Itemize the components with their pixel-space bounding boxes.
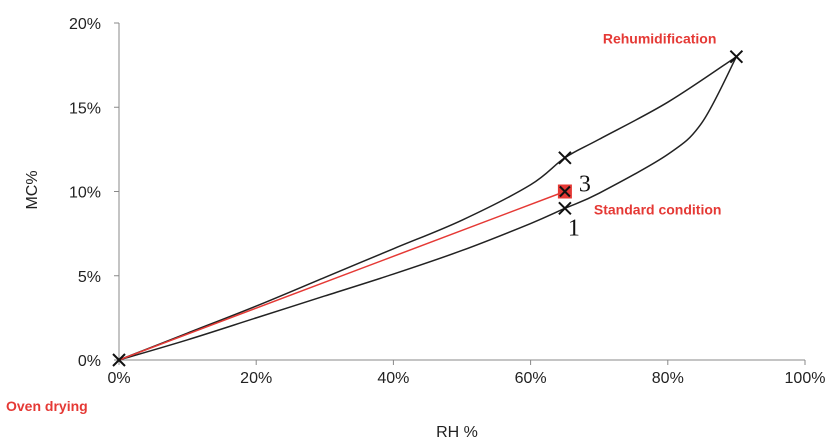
x-axis-label: RH %: [436, 424, 478, 439]
annotation-label: Rehumidification: [603, 31, 717, 47]
series-lines: [118, 56, 738, 361]
axes: [118, 23, 805, 361]
x-marker: [729, 49, 744, 64]
x-marker-cross: [558, 201, 572, 216]
tick-labels: 0% 20% 40% 60% 80% 100% 0% 5% 10% 15% 20%: [69, 16, 825, 387]
upper-curve: [118, 56, 737, 361]
annotation-label: Oven drying: [6, 398, 88, 414]
point-markers: [112, 49, 744, 367]
x-tick-label: 20%: [240, 370, 272, 387]
y-tick-label: 5%: [78, 269, 101, 286]
x-marker: [558, 201, 572, 216]
x-marker-cross: [112, 353, 126, 367]
x-tick-label: 60%: [515, 370, 547, 387]
x-tick-label: 40%: [377, 370, 409, 387]
annotation-label: Standard condition: [594, 202, 722, 218]
standard-condition-line: [118, 190, 566, 361]
x-marker: [112, 353, 126, 367]
annotations: Rehumidification Standard condition Oven d…: [6, 31, 721, 414]
annotation-label: 1: [568, 215, 580, 241]
x-marker-cross: [558, 151, 572, 165]
y-tick-label: 15%: [69, 100, 101, 117]
x-marker: [558, 151, 572, 165]
lower-curve: [118, 56, 738, 361]
y-tick-label: 10%: [69, 185, 101, 202]
x-tick-label: 80%: [652, 370, 684, 387]
y-axis-label: MC%: [24, 170, 41, 209]
y-tick-label: 20%: [69, 16, 101, 33]
x-marker: [559, 185, 571, 198]
x-tick-label: 100%: [785, 370, 826, 387]
x-tick-label: 0%: [107, 370, 130, 387]
y-tick-label: 0%: [78, 353, 101, 370]
x-marker-cross: [729, 49, 744, 64]
annotation-label: 3: [579, 172, 591, 198]
